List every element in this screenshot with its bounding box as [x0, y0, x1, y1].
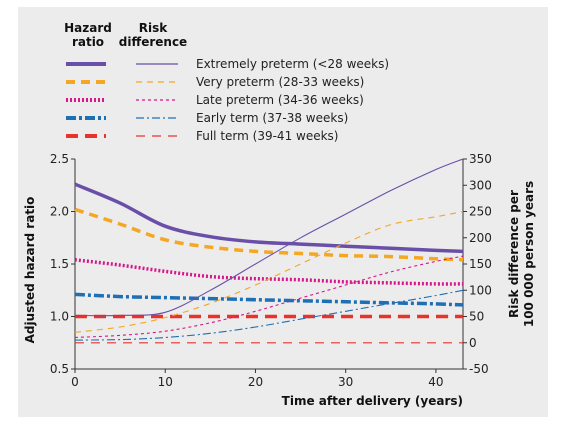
y-left-tick-label: 1.0 — [50, 310, 69, 324]
risk-difference-line-2 — [74, 255, 464, 339]
x-tick-label: 30 — [338, 375, 353, 389]
legend-label: Late preterm (34-36 weeks) — [196, 93, 364, 107]
y-right-axis-title: Risk difference per100 000 person years — [507, 181, 536, 327]
legend-label: Very preterm (28-33 weeks) — [196, 75, 364, 89]
legend-label: Extremely preterm (<28 weeks) — [196, 57, 389, 71]
hazard-ratio-line-1 — [74, 207, 464, 262]
hazard-ratio-line-3 — [74, 292, 464, 307]
y-right-tick-label: -50 — [469, 362, 489, 376]
legend-header-risk-difference: Risk difference — [119, 21, 187, 49]
y-left-axis-title: Adjusted hazard ratio — [23, 197, 37, 344]
x-tick-label: 40 — [428, 375, 443, 389]
y-right-tick-label: 150 — [469, 257, 492, 271]
hazard-ratio-line-2 — [74, 258, 464, 286]
y-left-tick-label: 2.0 — [50, 205, 69, 219]
x-tick-label: 20 — [248, 375, 263, 389]
y-right-tick-label: 50 — [469, 310, 484, 324]
y-left-tick-label: 1.5 — [50, 257, 69, 271]
y-right-tick-label: 300 — [469, 178, 492, 192]
y-left-tick-label: 2.5 — [50, 152, 69, 166]
legend-header-hazard-ratio: Hazard ratio — [64, 21, 112, 49]
axes: 0 10 20 30 40 0.5 1.0 1.5 2.0 2.5 -50 0 50 100 150 200 2… — [23, 152, 536, 408]
risk-difference-line-1 — [74, 210, 464, 333]
x-axis-title: Time after delivery (years) — [282, 394, 463, 408]
legend-label: Full term (39-41 weeks) — [196, 129, 338, 143]
legend-label: Early term (37-38 weeks) — [196, 111, 348, 125]
y-right-tick-label: 100 — [469, 283, 492, 297]
hazard-ratio-line-0 — [74, 182, 464, 254]
y-right-tick-label: 200 — [469, 231, 492, 245]
y-right-tick-label: 250 — [469, 205, 492, 219]
risk-difference-line-0 — [74, 158, 464, 317]
x-tick-label: 10 — [158, 375, 173, 389]
y-right-tick-label: 350 — [469, 152, 492, 166]
risk-difference-lines — [74, 158, 464, 344]
y-left-tick-label: 0.5 — [50, 362, 69, 376]
x-tick-label: 0 — [71, 375, 79, 389]
hazard-ratio-lines — [74, 182, 464, 319]
chart-panel: Hazard ratio Risk difference Extremely prete… — [18, 7, 548, 417]
y-right-tick-label: 0 — [469, 336, 477, 350]
risk-difference-line-3 — [74, 289, 464, 341]
